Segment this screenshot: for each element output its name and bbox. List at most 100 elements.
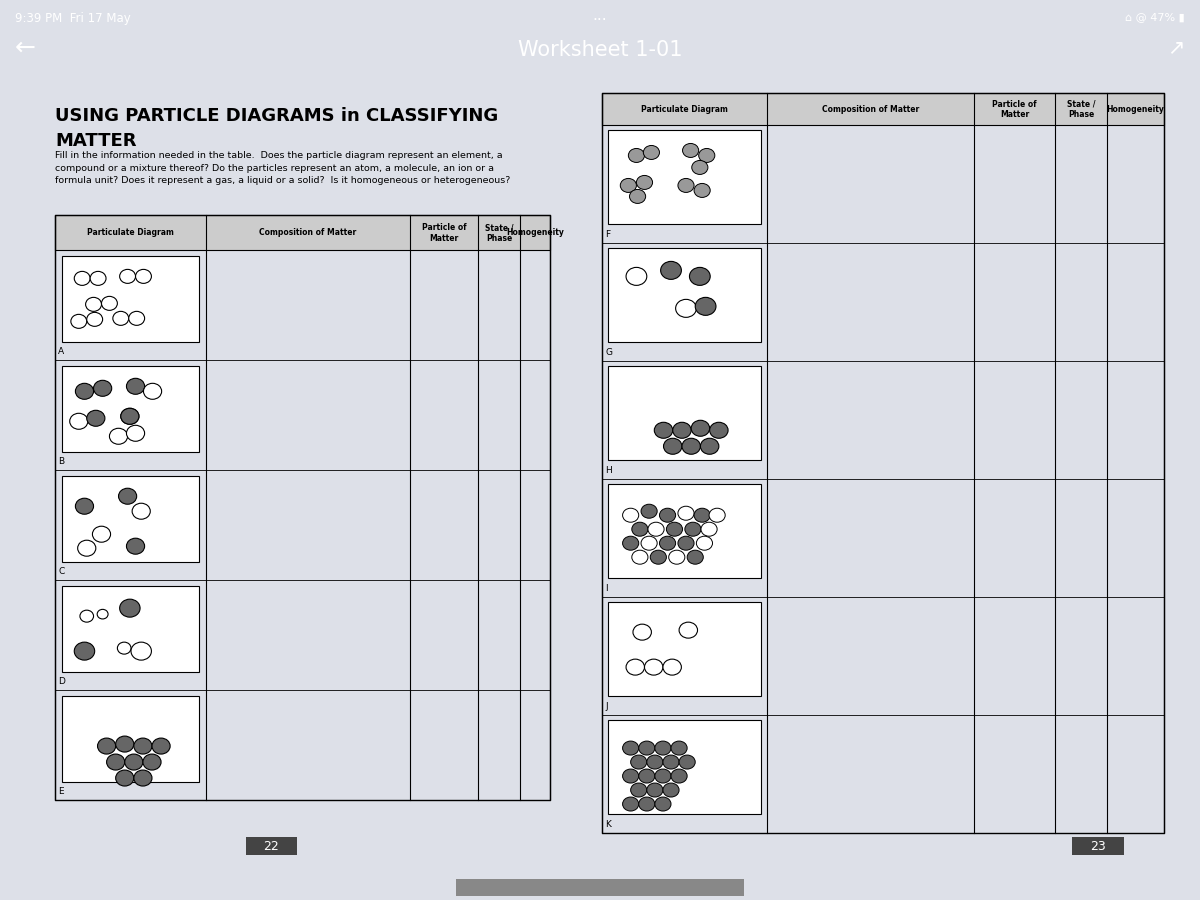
Circle shape [688, 550, 703, 564]
Text: C: C [59, 567, 65, 576]
Text: G: G [605, 348, 612, 357]
Circle shape [128, 311, 145, 325]
Circle shape [641, 504, 658, 518]
Text: Particulate Diagram: Particulate Diagram [86, 229, 174, 238]
Circle shape [131, 642, 151, 660]
Circle shape [682, 438, 701, 454]
Circle shape [679, 755, 695, 770]
Circle shape [102, 296, 118, 310]
Circle shape [86, 312, 103, 327]
Text: 9:39 PM  Fri 17 May: 9:39 PM Fri 17 May [14, 12, 131, 25]
Circle shape [80, 610, 94, 622]
Circle shape [655, 741, 671, 755]
Circle shape [694, 184, 710, 197]
Circle shape [664, 438, 682, 454]
Text: ...: ... [593, 8, 607, 22]
Circle shape [671, 741, 688, 755]
Bar [607, 484, 761, 578]
Circle shape [125, 754, 143, 770]
Circle shape [115, 770, 134, 786]
Circle shape [668, 550, 685, 564]
Text: B: B [59, 457, 65, 466]
Circle shape [134, 770, 152, 786]
Circle shape [650, 550, 666, 564]
Text: 23: 23 [1090, 840, 1105, 852]
Circle shape [638, 770, 655, 783]
Bar [607, 366, 761, 460]
Circle shape [662, 659, 682, 675]
Circle shape [701, 522, 718, 536]
Circle shape [666, 522, 683, 536]
Circle shape [661, 261, 682, 279]
Text: ←: ← [14, 35, 36, 59]
Text: ⌂ @ 47% ▮: ⌂ @ 47% ▮ [1126, 12, 1186, 22]
Circle shape [662, 755, 679, 770]
Circle shape [709, 422, 728, 438]
Text: 22: 22 [263, 840, 278, 852]
Text: A: A [59, 347, 65, 356]
Circle shape [679, 622, 697, 638]
Text: E: E [59, 787, 64, 796]
Circle shape [691, 420, 709, 436]
Circle shape [630, 189, 646, 203]
Circle shape [631, 783, 647, 797]
Text: Composition of Matter: Composition of Matter [259, 229, 356, 238]
Bar [55, 215, 550, 250]
Circle shape [76, 499, 94, 514]
Circle shape [678, 178, 694, 193]
Circle shape [626, 659, 644, 675]
Text: Homogeneity: Homogeneity [506, 229, 564, 238]
Circle shape [134, 738, 152, 754]
Circle shape [623, 741, 638, 755]
Bar [61, 366, 199, 453]
Circle shape [70, 413, 88, 429]
Circle shape [107, 754, 125, 770]
Circle shape [638, 741, 655, 755]
Circle shape [644, 659, 662, 675]
Text: State /
Phase: State / Phase [1067, 100, 1096, 119]
Circle shape [636, 176, 653, 189]
Circle shape [71, 314, 86, 328]
Circle shape [74, 272, 90, 285]
Circle shape [126, 426, 145, 441]
Text: Particle of
Matter: Particle of Matter [992, 100, 1037, 119]
Circle shape [119, 488, 137, 504]
Circle shape [655, 770, 671, 783]
Circle shape [86, 410, 104, 427]
Circle shape [78, 540, 96, 556]
Circle shape [92, 526, 110, 542]
Bar [607, 248, 761, 342]
Circle shape [678, 536, 694, 550]
Circle shape [144, 383, 162, 400]
Bar [1073, 837, 1124, 855]
Bar [602, 94, 1164, 125]
Circle shape [632, 550, 648, 564]
Text: Fill in the information needed in the table.  Does the particle diagram represen: Fill in the information needed in the ta… [55, 151, 510, 185]
Circle shape [695, 297, 716, 315]
Circle shape [701, 438, 719, 454]
Circle shape [620, 178, 636, 193]
Circle shape [694, 508, 710, 522]
Circle shape [626, 267, 647, 285]
Circle shape [647, 755, 662, 770]
Text: MATTER: MATTER [55, 132, 137, 150]
Text: I: I [605, 584, 608, 593]
Text: D: D [59, 677, 65, 686]
Text: H: H [605, 466, 612, 475]
Circle shape [691, 160, 708, 175]
Circle shape [643, 146, 660, 159]
Text: J: J [605, 702, 608, 711]
Circle shape [118, 642, 131, 654]
Circle shape [76, 383, 94, 400]
Circle shape [647, 783, 662, 797]
Circle shape [120, 269, 136, 284]
Circle shape [74, 642, 95, 660]
Circle shape [115, 736, 134, 752]
Text: State /
Phase: State / Phase [485, 223, 514, 243]
Circle shape [623, 770, 638, 783]
Text: F: F [605, 230, 611, 239]
FancyBboxPatch shape [442, 878, 758, 896]
Bar [607, 602, 761, 696]
Circle shape [120, 599, 140, 617]
Circle shape [648, 522, 664, 536]
